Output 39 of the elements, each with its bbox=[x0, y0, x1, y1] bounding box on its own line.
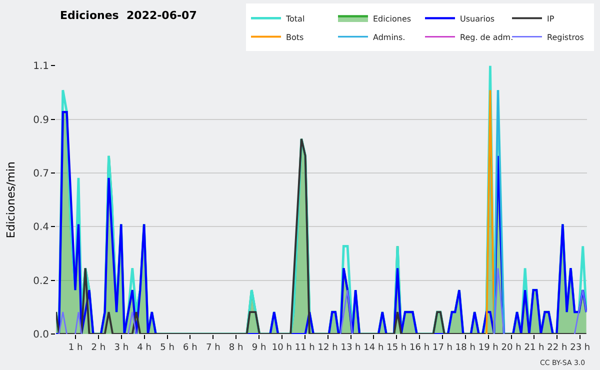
x-tick-label: 3 h bbox=[114, 342, 129, 353]
x-tick-label: 13 h bbox=[340, 342, 361, 353]
x-tick-label: 22 h bbox=[547, 342, 568, 353]
y-tick-label: 1.1 bbox=[33, 61, 49, 72]
y-tick-label: 0.9 bbox=[33, 114, 49, 126]
x-tick-label: 23 h bbox=[570, 342, 590, 353]
chart-title: Ediciones 2022-06-07 bbox=[60, 8, 197, 22]
x-tick-label: 6 h bbox=[183, 342, 198, 353]
y-axis-title: Ediciones/min bbox=[4, 161, 18, 238]
legend-label: Bots bbox=[286, 32, 304, 42]
x-tick-label: 8 h bbox=[228, 342, 244, 353]
x-tick-label: 1 h bbox=[68, 342, 83, 353]
x-tick-label: 7 h bbox=[206, 342, 220, 353]
x-tick-label: 18 h bbox=[455, 342, 476, 353]
x-tick-label: 10 h bbox=[272, 342, 292, 353]
x-tick-label: 9 h bbox=[252, 342, 266, 353]
x-tick-label: 17 h bbox=[432, 342, 453, 353]
legend-label: Admins. bbox=[373, 32, 406, 42]
legend-label: Registros bbox=[547, 32, 584, 42]
x-tick-label: 15 h bbox=[386, 342, 407, 353]
x-tick-label: 12 h bbox=[318, 342, 338, 353]
legend-label: Total bbox=[285, 14, 305, 24]
y-tick-label: 0.7 bbox=[33, 168, 49, 180]
x-tick-label: 19 h bbox=[478, 342, 498, 353]
x-tick-label: 4 h bbox=[137, 342, 152, 353]
y-tick-label: 0.4 bbox=[33, 222, 49, 234]
x-tick-label: 2 h bbox=[91, 342, 106, 353]
x-tick-label: 20 h bbox=[501, 342, 522, 353]
y-tick-label: 0.2 bbox=[33, 276, 49, 287]
legend-label: Usuarios bbox=[460, 14, 495, 24]
x-tick-label: 21 h bbox=[524, 342, 544, 353]
x-tick-label: 11 h bbox=[294, 342, 315, 353]
x-tick-label: 5 h bbox=[160, 342, 174, 353]
x-tick-label: 14 h bbox=[364, 342, 384, 353]
y-tick-label: 0.0 bbox=[33, 330, 49, 340]
legend-label: IP bbox=[547, 14, 554, 24]
x-tick-label: 16 h bbox=[410, 342, 430, 353]
legend-label: Reg. de adm. bbox=[460, 32, 514, 42]
legend-label: Ediciones bbox=[373, 14, 412, 24]
